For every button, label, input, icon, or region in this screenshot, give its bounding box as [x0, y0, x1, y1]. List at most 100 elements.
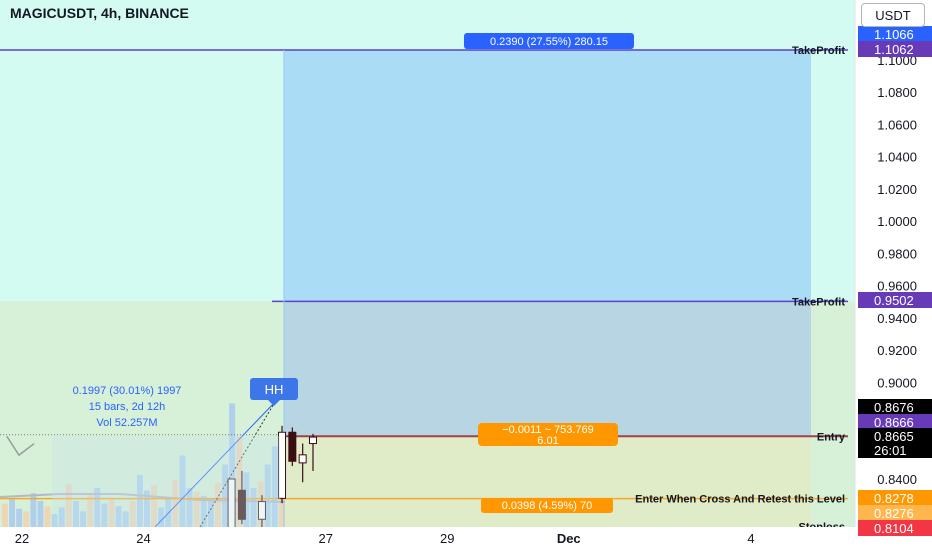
- volume-bar: [271, 446, 278, 527]
- y-tick-label: 1.0200: [877, 182, 917, 197]
- price-tag-0-8666: [858, 414, 932, 430]
- hh-label-text: HH: [265, 382, 284, 397]
- price-tag-text: 0.9502: [874, 293, 914, 308]
- volume-bar: [115, 506, 122, 527]
- volume-bar: [58, 507, 65, 527]
- volume-bar: [215, 482, 221, 527]
- hh-label-pointer: [268, 400, 280, 406]
- y-tick-label: 0.9800: [877, 246, 917, 261]
- chart-title: MAGICUSDT, 4h, BINANCE: [10, 5, 189, 21]
- measure-label-line1: 0.1997 (30.01%) 1997: [73, 385, 182, 397]
- price-tag-text: 0.8276: [874, 506, 914, 521]
- price-tag-text: 0.8676: [874, 400, 914, 415]
- position-label-line1: −0.0011 ~ 753.769: [502, 424, 594, 436]
- price-tag-0-9502: [858, 292, 932, 308]
- price-tag-0-8676: [858, 399, 932, 415]
- volume-bar: [73, 501, 79, 527]
- volume-bar: [37, 501, 44, 527]
- x-tick-label: 24: [136, 531, 150, 546]
- volume-bar: [222, 464, 228, 527]
- volume-bar: [87, 494, 94, 527]
- countdown-text: 26:01: [874, 443, 907, 458]
- volume-bar: [51, 514, 58, 527]
- volume-bar: [193, 491, 200, 527]
- y-tick-label: 1.0000: [877, 214, 917, 229]
- price-line: [6, 435, 35, 457]
- x-tick-label: 27: [319, 531, 333, 546]
- volume-bar: [108, 498, 115, 527]
- y-tick-label: 0.9000: [877, 375, 917, 390]
- price-tag-text: 0.8278: [874, 491, 914, 506]
- takeprofit-2-label: TakeProfit: [792, 296, 845, 308]
- measure-label-line2: 15 bars, 2d 12h: [89, 401, 165, 413]
- profit-label-text: 0.2390 (27.55%) 280.15: [490, 36, 608, 48]
- profit-zone-lower: [284, 301, 811, 437]
- candle-body: [288, 431, 297, 462]
- time-axis-bg: [0, 527, 932, 550]
- takeprofit-1-label: TakeProfit: [792, 45, 845, 57]
- volume-bar: [23, 511, 30, 527]
- candle-body: [298, 454, 307, 464]
- measure-box: [52, 436, 280, 527]
- volume-bar: [250, 488, 257, 527]
- y-tick-label: 1.0600: [877, 117, 917, 132]
- volume-bar: [136, 475, 143, 527]
- price-tag-text: 0.8104: [874, 521, 914, 536]
- position-label-box: [478, 423, 618, 446]
- volume-bar: [144, 490, 150, 527]
- volume-bar: [80, 511, 86, 527]
- volume-bar: [101, 503, 108, 527]
- measure-dotted-line: [199, 401, 276, 528]
- price-axis-bg: [855, 0, 932, 550]
- volume-bar: [65, 484, 72, 527]
- volume-bar: [229, 403, 236, 527]
- volume-bar: [172, 480, 179, 527]
- candle-body: [278, 431, 287, 499]
- volume-bar: [151, 485, 157, 527]
- retest-label: Enter When Cross And Retest this Level: [635, 494, 845, 506]
- volume-bar: [94, 488, 101, 527]
- risk-label-box: [481, 498, 613, 513]
- volume-bar: [129, 501, 136, 527]
- volume-bar: [207, 501, 214, 527]
- y-tick-label: 0.8400: [877, 472, 917, 487]
- price-tag-1-1066: [858, 26, 932, 42]
- candle-body: [257, 501, 266, 520]
- y-tick-label: 0.9200: [877, 343, 917, 358]
- candles-layer: [227, 425, 317, 534]
- candle-body: [237, 489, 246, 520]
- y-tick-label: 1.0400: [877, 150, 917, 165]
- risk-label-text: 0.0398 (4.59%) 70: [502, 500, 593, 512]
- risk-zone: [284, 436, 811, 527]
- y-tick-label: 0.9400: [877, 311, 917, 326]
- x-tick-label: 29: [440, 531, 454, 546]
- x-tick-label: 22: [15, 531, 29, 546]
- position-label-line2: 6.01: [537, 435, 558, 447]
- price-tag-0-8278: [858, 490, 932, 506]
- volume-bar: [179, 455, 186, 527]
- volume-bar: [200, 495, 207, 527]
- volume-bar: [243, 472, 250, 527]
- last-price-tag: [858, 428, 932, 458]
- price-tag-text: 1.1062: [874, 42, 914, 57]
- price-tag-0-8104: [858, 520, 932, 536]
- measure-line: [154, 401, 276, 528]
- volume-bar: [236, 436, 243, 527]
- volume-bar: [30, 493, 37, 527]
- price-tag-text: 0.8666: [874, 415, 914, 430]
- x-tick-label: Dec: [557, 531, 581, 546]
- volume-bar: [158, 507, 165, 527]
- measure-label-line3: Vol 52.257M: [96, 417, 157, 429]
- volume-bar: [9, 498, 15, 527]
- price-tag-text: 1.1066: [874, 27, 914, 42]
- volume-bar: [186, 488, 193, 527]
- y-tick-label: 1.0800: [877, 85, 917, 100]
- currency-button[interactable]: USDT: [861, 3, 925, 27]
- price-tag-1-1062: [858, 41, 932, 57]
- last-price-text: 0.8665: [874, 429, 914, 444]
- candle-body: [308, 436, 317, 445]
- price-tag-0-8276: [858, 505, 932, 521]
